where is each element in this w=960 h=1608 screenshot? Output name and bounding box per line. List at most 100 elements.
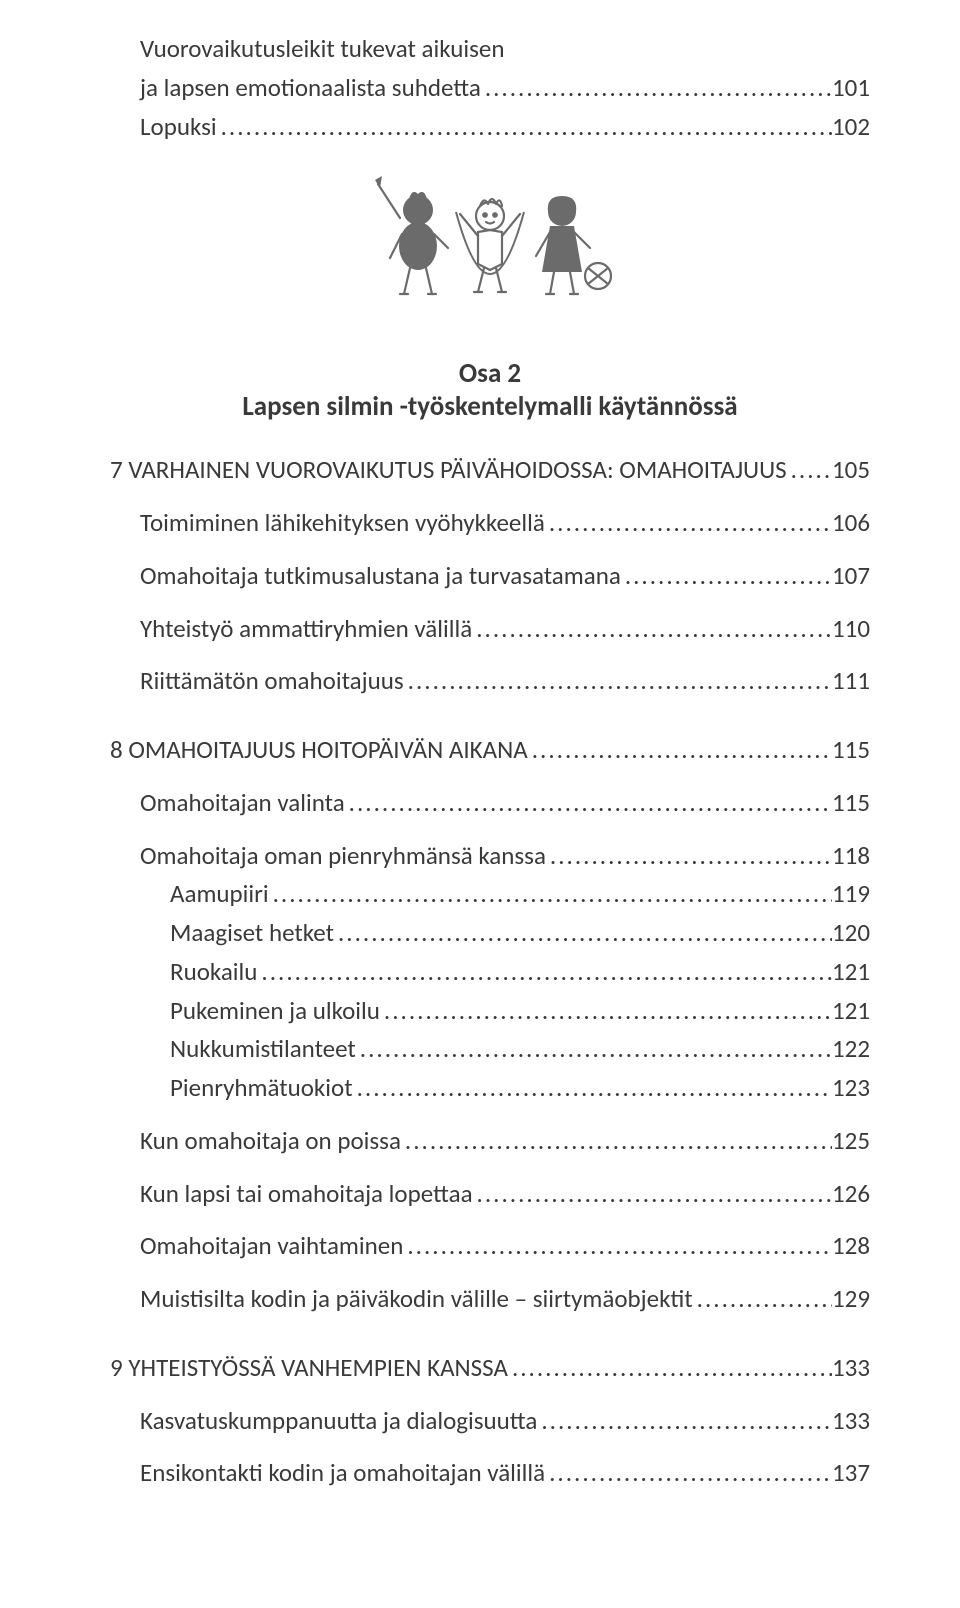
toc-label: Pienryhmätuokiot [170, 1069, 353, 1108]
toc-page-number: 128 [832, 1227, 870, 1266]
part-title: Lapsen silmin -työskentelymalli käytännö… [110, 390, 870, 423]
toc-label: Omahoitaja oman pienryhmänsä kanssa [140, 837, 546, 876]
toc-label: Muistisilta kodin ja päiväkodin välille … [140, 1280, 693, 1319]
toc-page-number: 118 [832, 837, 870, 876]
spacer [110, 1440, 870, 1454]
toc-label: Ensikontakti kodin ja omahoitajan välill… [140, 1454, 545, 1493]
toc-entry: 7 VARHAINEN VUOROVAIKUTUS PÄIVÄHOIDOSSA:… [110, 451, 870, 490]
toc-leader-dots [217, 108, 832, 147]
toc-page-number: 110 [832, 610, 870, 649]
toc-label: Toimiminen lähikehityksen vyöhykkeellä [140, 504, 545, 543]
toc-entry: Omahoitajan vaihtaminen 128 [110, 1227, 870, 1266]
toc-label: Yhteistyö ammattiryhmien välillä [140, 610, 472, 649]
toc-label: Nukkumistilanteet [170, 1030, 356, 1069]
table-of-contents: Vuorovaikutusleikit tukevat aikuisenja l… [110, 30, 870, 1493]
toc-entry: Nukkumistilanteet 122 [110, 1030, 870, 1069]
toc-label: Omahoitaja tutkimusalustana ja turvasata… [140, 557, 621, 596]
toc-label: Omahoitajan valinta [140, 784, 345, 823]
toc-leader-dots [401, 1122, 832, 1161]
toc-page-number: 121 [832, 953, 870, 992]
toc-entry: Riittämätön omahoitajuus 111 [110, 662, 870, 701]
toc-leader-dots [528, 731, 832, 770]
toc-entry: Pienryhmätuokiot 123 [110, 1069, 870, 1108]
spacer [110, 543, 870, 557]
children-playing-illustration [110, 166, 870, 321]
spacer [110, 1161, 870, 1175]
toc-label: Pukeminen ja ulkoilu [170, 992, 380, 1031]
toc-label: Kasvatuskumppanuutta ja dialogisuutta [140, 1402, 537, 1441]
toc-entry: Ruokailu 121 [110, 953, 870, 992]
toc-leader-dots [404, 662, 832, 701]
toc-entry: Toimiminen lähikehityksen vyöhykkeellä 1… [110, 504, 870, 543]
toc-label: Vuorovaikutusleikit tukevat aikuisen [140, 30, 505, 69]
toc-page-number: 107 [832, 557, 870, 596]
toc-page-number: 133 [832, 1349, 870, 1388]
toc-leader-dots [257, 953, 832, 992]
toc-leader-dots [621, 557, 832, 596]
toc-entry: 9 YHTEISTYÖSSÄ VANHEMPIEN KANSSA 133 [110, 1349, 870, 1388]
toc-leader-dots [345, 784, 832, 823]
toc-leader-dots [356, 1030, 832, 1069]
toc-leader-dots [269, 875, 832, 914]
toc-leader-dots [334, 914, 832, 953]
toc-entry: Omahoitaja oman pienryhmänsä kanssa 118 [110, 837, 870, 876]
part-number: Osa 2 [110, 357, 870, 390]
spacer [110, 1213, 870, 1227]
spacer [110, 1388, 870, 1402]
toc-label: Aamupiiri [170, 875, 269, 914]
spacer [110, 596, 870, 610]
toc-page-number: 123 [832, 1069, 870, 1108]
toc-entry: Yhteistyö ammattiryhmien välillä 110 [110, 610, 870, 649]
toc-label: 9 YHTEISTYÖSSÄ VANHEMPIEN KANSSA [110, 1349, 508, 1388]
toc-label: ja lapsen emotionaalista suhdetta [140, 69, 481, 108]
toc-leader-dots [537, 1402, 832, 1441]
toc-entry: Kasvatuskumppanuutta ja dialogisuutta 13… [110, 1402, 870, 1441]
toc-page-number: 133 [832, 1402, 870, 1441]
part-heading: Osa 2Lapsen silmin -työskentelymalli käy… [110, 357, 870, 423]
toc-leader-dots [545, 1454, 832, 1493]
toc-leader-dots [481, 69, 832, 108]
toc-leader-dots [508, 1349, 832, 1388]
toc-page-number: 126 [832, 1175, 870, 1214]
toc-entry: Kun omahoitaja on poissa 125 [110, 1122, 870, 1161]
toc-page-number: 121 [832, 992, 870, 1031]
toc-leader-dots [353, 1069, 832, 1108]
toc-label: 8 OMAHOITAJUUS HOITOPÄIVÄN AIKANA [110, 731, 528, 770]
toc-leader-dots [693, 1280, 832, 1319]
toc-label: 7 VARHAINEN VUOROVAIKUTUS PÄIVÄHOIDOSSA:… [110, 451, 787, 490]
toc-leader-dots [380, 992, 832, 1031]
toc-leader-dots [787, 451, 832, 490]
toc-entry: Muistisilta kodin ja päiväkodin välille … [110, 1280, 870, 1319]
toc-page-number: 120 [832, 914, 870, 953]
toc-page-number: 122 [832, 1030, 870, 1069]
toc-label: Riittämätön omahoitajuus [140, 662, 404, 701]
toc-entry: Lopuksi 102 [110, 108, 870, 147]
toc-entry: Aamupiiri 119 [110, 875, 870, 914]
toc-leader-dots [473, 1175, 832, 1214]
toc-page-number: 105 [832, 451, 870, 490]
toc-entry: Vuorovaikutusleikit tukevat aikuisen [110, 30, 870, 69]
toc-label: Lopuksi [140, 108, 217, 147]
toc-leader-dots [545, 504, 832, 543]
toc-entry: 8 OMAHOITAJUUS HOITOPÄIVÄN AIKANA 115 [110, 731, 870, 770]
toc-page-number: 119 [832, 875, 870, 914]
spacer [110, 823, 870, 837]
toc-label: Omahoitajan vaihtaminen [140, 1227, 403, 1266]
toc-label: Kun lapsi tai omahoitaja lopettaa [140, 1175, 473, 1214]
toc-label: Maagiset hetket [170, 914, 334, 953]
children-playing-icon [360, 166, 620, 321]
toc-page-number: 102 [832, 108, 870, 147]
toc-entry: Pukeminen ja ulkoilu 121 [110, 992, 870, 1031]
spacer [110, 1266, 870, 1280]
spacer [110, 490, 870, 504]
toc-leader-dots [546, 837, 832, 876]
toc-page-number: 137 [832, 1454, 870, 1493]
spacer [110, 770, 870, 784]
toc-page-number: 115 [832, 784, 870, 823]
toc-entry: ja lapsen emotionaalista suhdetta 101 [110, 69, 870, 108]
toc-page-number: 125 [832, 1122, 870, 1161]
spacer [110, 1319, 870, 1349]
spacer [110, 701, 870, 731]
toc-page-number: 115 [832, 731, 870, 770]
toc-entry: Kun lapsi tai omahoitaja lopettaa 126 [110, 1175, 870, 1214]
